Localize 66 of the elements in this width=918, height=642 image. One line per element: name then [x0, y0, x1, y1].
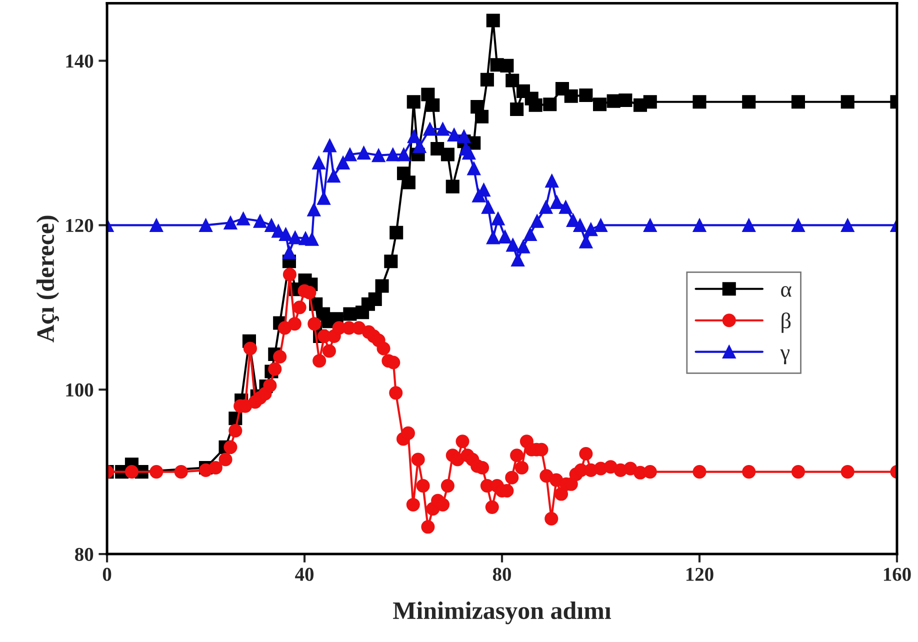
point [407, 130, 421, 144]
y-tick-label: 120 [66, 219, 94, 232]
point [396, 148, 411, 162]
point [692, 218, 706, 232]
point [491, 212, 505, 226]
point [224, 216, 238, 230]
point [467, 162, 481, 176]
point [282, 246, 296, 260]
point [312, 156, 326, 170]
point [423, 122, 437, 136]
point [307, 202, 321, 216]
point [643, 218, 657, 232]
point [326, 169, 340, 183]
point [506, 238, 520, 252]
point [742, 218, 756, 232]
x-tick-label: 160 [884, 568, 911, 581]
x-axis-title: Minimizasyon adımı [393, 602, 612, 624]
point [486, 230, 500, 244]
point [558, 200, 572, 214]
point [462, 146, 476, 160]
point [498, 230, 512, 244]
legend-label: γ [780, 349, 790, 364]
point [357, 146, 371, 160]
point [523, 227, 537, 241]
point [150, 218, 164, 232]
point [550, 195, 564, 209]
point [539, 200, 553, 214]
point [566, 213, 580, 228]
legend-label: β [782, 312, 791, 333]
legend-label: α [781, 286, 792, 297]
y-tick-label: 140 [66, 54, 94, 68]
point [840, 218, 854, 232]
point [412, 139, 426, 154]
point [278, 227, 293, 241]
point [372, 148, 386, 162]
point [545, 174, 559, 188]
point [236, 212, 250, 226]
point [305, 232, 319, 246]
point [516, 240, 530, 254]
x-tick-label: 80 [492, 568, 511, 581]
point [594, 218, 608, 232]
point [457, 130, 471, 144]
y-tick-label: 80 [75, 548, 94, 561]
point [386, 148, 400, 162]
point [511, 252, 525, 266]
x-tick-label: 40 [295, 568, 314, 581]
x-tick-label: 0 [102, 568, 112, 581]
point [447, 128, 461, 142]
point [264, 218, 278, 232]
y-tick-label: 100 [66, 383, 94, 397]
point [336, 156, 350, 170]
x-tick-label: 120 [686, 568, 714, 581]
point [322, 138, 336, 152]
point [579, 234, 593, 248]
point [253, 214, 267, 228]
point [288, 230, 302, 244]
point [317, 191, 331, 205]
point [199, 218, 213, 232]
point [481, 200, 495, 214]
y-axis-title: Açı (derece) [36, 216, 60, 342]
point [791, 218, 806, 232]
point [530, 214, 544, 228]
point [436, 122, 450, 136]
point [584, 222, 598, 236]
point [573, 218, 587, 232]
point [343, 148, 357, 162]
